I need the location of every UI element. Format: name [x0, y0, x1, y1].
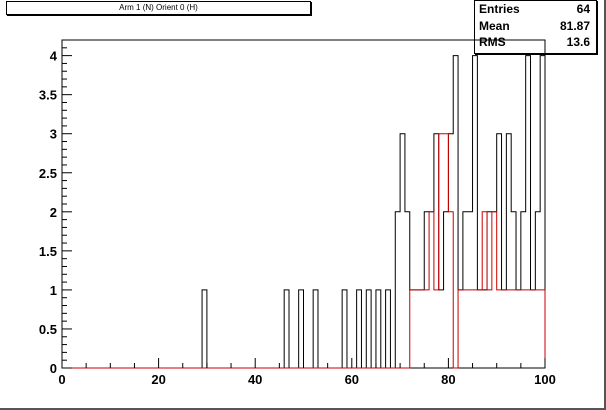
y-tick-label: 2 — [50, 205, 57, 220]
x-tick-label: 0 — [58, 372, 65, 387]
stat-value: 81.87 — [559, 18, 590, 33]
x-tick-label: 20 — [151, 372, 165, 387]
stat-value: 13.6 — [566, 35, 590, 49]
stat-value: 64 — [576, 2, 590, 16]
y-tick-label: 4 — [50, 49, 58, 64]
stat-name: Mean — [479, 18, 510, 33]
histogram-series-0 — [62, 55, 546, 369]
histogram-title: Arm 1 (N) Orient 0 (H) — [6, 1, 311, 15]
x-tick-label: 100 — [534, 372, 556, 387]
stat-name: Entries — [479, 2, 520, 16]
x-tick-label: 40 — [248, 372, 262, 387]
y-tick-label: 3 — [50, 127, 57, 142]
y-tick-label: 1 — [50, 283, 57, 298]
statistics-box: Entries 64 Mean 81.87 RMS 13.6 — [474, 0, 597, 54]
y-tick-label: 3.5 — [39, 88, 57, 103]
y-tick-label: 1.5 — [39, 244, 57, 259]
stat-row-entries: Entries 64 — [475, 1, 596, 18]
histogram-series-1 — [62, 133, 546, 369]
y-tick-label: 0.5 — [39, 322, 57, 337]
stat-row-rms: RMS 13.6 — [475, 34, 596, 51]
y-tick-label: 0 — [50, 361, 57, 376]
stat-row-mean: Mean 81.87 — [475, 18, 596, 35]
stat-name: RMS — [479, 35, 506, 49]
x-tick-label: 80 — [441, 372, 455, 387]
y-tick-label: 2.5 — [39, 166, 57, 181]
x-tick-label: 60 — [345, 372, 359, 387]
